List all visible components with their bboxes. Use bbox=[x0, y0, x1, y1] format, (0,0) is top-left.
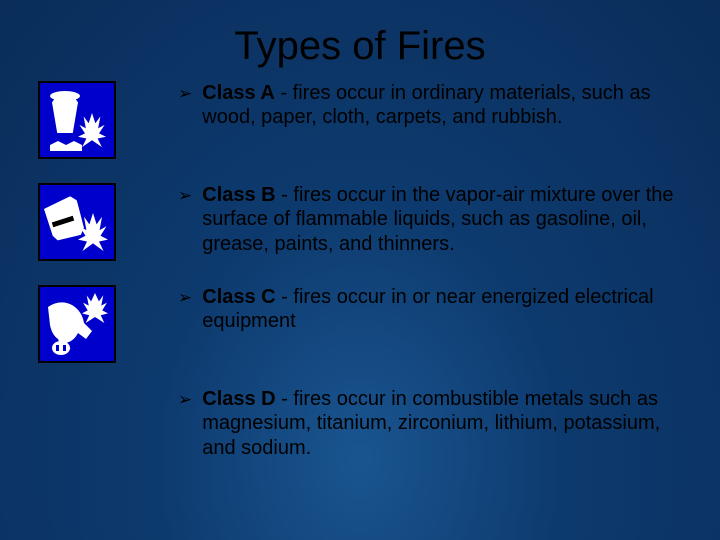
page-title: Types of Fires bbox=[0, 0, 720, 81]
bullet-icon: ➢ bbox=[178, 183, 192, 207]
empty-icon-slot bbox=[38, 387, 116, 465]
list-item: ➢ Class D - fires occur in combustible m… bbox=[38, 387, 680, 465]
content-list: ➢ Class A - fires occur in ordinary mate… bbox=[0, 81, 720, 465]
class-a-icon bbox=[38, 81, 116, 159]
item-text: Class B - fires occur in the vapor-air m… bbox=[202, 183, 680, 256]
class-c-icon bbox=[38, 285, 116, 363]
class-label: Class C bbox=[202, 286, 275, 308]
list-item: ➢ Class C - fires occur in or near energ… bbox=[38, 285, 680, 363]
bullet-icon: ➢ bbox=[178, 285, 192, 309]
list-item: ➢ Class B - fires occur in the vapor-air… bbox=[38, 183, 680, 261]
item-text: Class D - fires occur in combustible met… bbox=[202, 387, 680, 460]
class-label: Class A bbox=[202, 82, 275, 104]
item-text: Class C - fires occur in or near energiz… bbox=[202, 285, 680, 334]
bullet-icon: ➢ bbox=[178, 387, 192, 411]
class-label: Class B bbox=[202, 184, 275, 206]
class-b-icon bbox=[38, 183, 116, 261]
item-text: Class A - fires occur in ordinary materi… bbox=[202, 81, 680, 130]
bullet-icon: ➢ bbox=[178, 81, 192, 105]
class-label: Class D bbox=[202, 388, 275, 410]
list-item: ➢ Class A - fires occur in ordinary mate… bbox=[38, 81, 680, 159]
